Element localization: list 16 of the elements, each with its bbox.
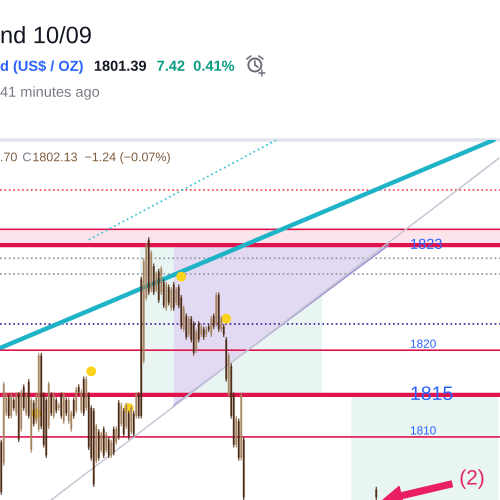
point xyxy=(176,272,186,282)
text: 1802.13 xyxy=(33,152,78,162)
point xyxy=(221,314,232,324)
text: 7.42 xyxy=(157,60,184,71)
text: 0.41% xyxy=(194,60,234,71)
point xyxy=(86,366,96,376)
text: 1801.39 xyxy=(94,60,146,71)
annotation: 1820 xyxy=(410,340,436,348)
text: 41 minutes ago xyxy=(0,86,100,100)
chart-title: nd 10/09 xyxy=(2,26,91,44)
annotation: 1810 xyxy=(410,426,436,435)
chart-subtitle: d (US$ / OZ) xyxy=(0,60,83,74)
annotation: (2) xyxy=(460,469,484,489)
text: C xyxy=(23,152,31,162)
text: .70 xyxy=(1,152,17,162)
text: −1.24 (−0.07%) xyxy=(85,152,170,164)
